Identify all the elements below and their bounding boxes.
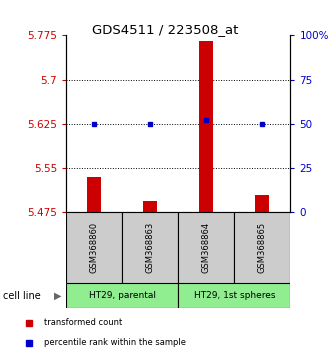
Text: percentile rank within the sample: percentile rank within the sample <box>44 338 186 347</box>
Bar <box>255 195 269 212</box>
Text: HT29, parental: HT29, parental <box>88 291 156 300</box>
Bar <box>199 41 213 212</box>
Bar <box>66 212 122 283</box>
Text: ▶: ▶ <box>54 291 61 301</box>
Text: HT29, 1st spheres: HT29, 1st spheres <box>194 291 275 300</box>
Bar <box>178 212 234 283</box>
Text: GDS4511 / 223508_at: GDS4511 / 223508_at <box>92 23 238 36</box>
Text: GSM368860: GSM368860 <box>89 222 99 273</box>
Text: transformed count: transformed count <box>44 318 122 327</box>
Bar <box>87 177 101 212</box>
Bar <box>234 212 290 283</box>
Bar <box>122 212 178 283</box>
Text: GSM368864: GSM368864 <box>202 222 211 273</box>
Text: cell line: cell line <box>3 291 41 301</box>
Bar <box>178 283 290 308</box>
Text: GSM368865: GSM368865 <box>258 222 267 273</box>
Text: GSM368863: GSM368863 <box>146 222 155 273</box>
Bar <box>143 201 157 212</box>
Bar <box>66 283 178 308</box>
